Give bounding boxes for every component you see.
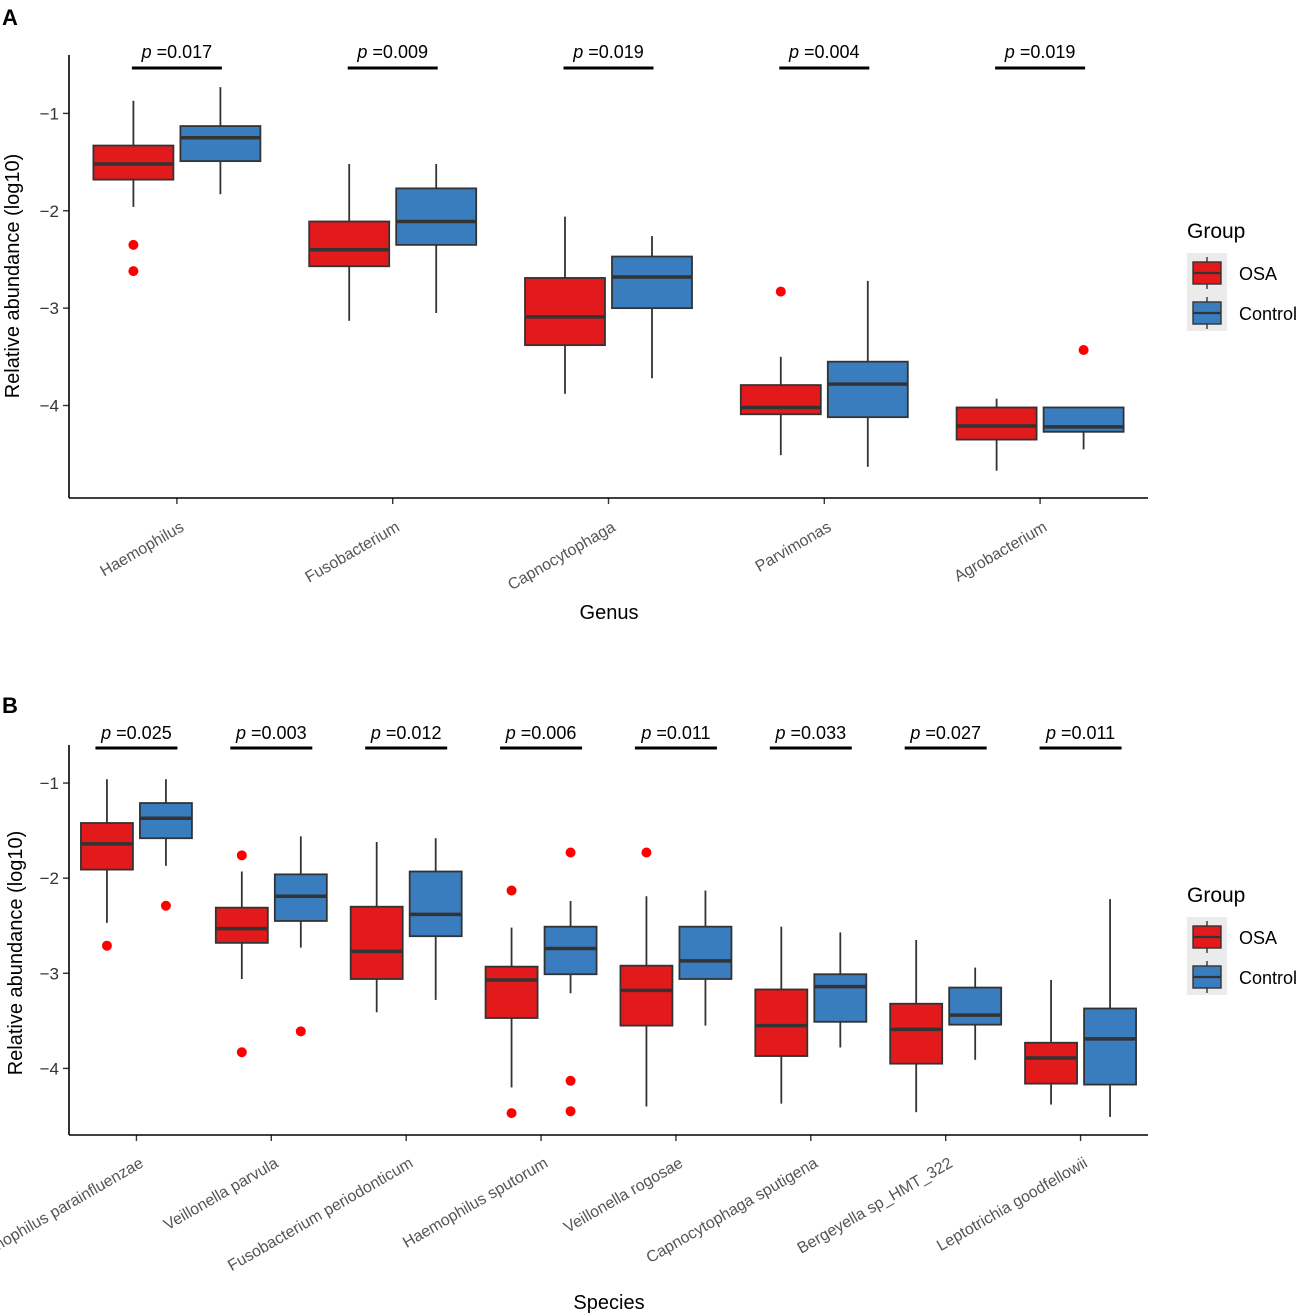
control-outlier-point (160, 900, 171, 911)
y-tick-label: −2 (40, 202, 59, 221)
osa-outlier-point (128, 266, 139, 277)
panel-b-marks: −1 −2 −3 −4 Haemophilus parainfluenzae p =0.0… (0, 723, 1137, 1275)
p-value-label: p =0.011 (1045, 723, 1115, 743)
osa-outlier-point (101, 940, 112, 951)
osa-box (619, 964, 674, 1027)
p-value-label: p =0.027 (909, 723, 981, 743)
osa-box (955, 406, 1038, 441)
control-box (813, 973, 868, 1023)
panel-b-y-title: Relative abundance (log10) (5, 831, 27, 1076)
legend-b-key-osa (1192, 921, 1222, 953)
panel-b: B −1 −2 −3 −4 Haemophilus parainfluenzae p =0… (0, 693, 1297, 1314)
osa-box (754, 988, 809, 1057)
y-tick-label: −1 (40, 774, 59, 793)
p-value-label: p =0.004 (788, 42, 860, 62)
osa-outlier-point (236, 1047, 247, 1058)
y-tick-label: −3 (40, 964, 59, 983)
p-value-label: p =0.003 (235, 723, 307, 743)
x-category-label: Agrobacterium (951, 519, 1050, 586)
control-box (395, 187, 478, 246)
osa-box (80, 822, 134, 871)
panel-b-label: B (2, 693, 18, 718)
x-category-label: Haemophilus (98, 519, 187, 580)
panel-a-label: A (2, 5, 18, 30)
x-category-label: Capnocytophaga (505, 519, 618, 594)
osa-outlier-point (775, 286, 786, 297)
p-value-label: p =0.012 (370, 723, 442, 743)
legend-b-key-control (1192, 961, 1222, 993)
legend-b-label-control: Control (1239, 968, 1297, 988)
panel-a-y-title: Relative abundance (log10) (2, 154, 24, 399)
osa-outlier-point (236, 850, 247, 861)
control-outlier-point (565, 847, 576, 858)
control-outlier-point (295, 1026, 306, 1037)
p-value-label: p =0.011 (640, 723, 710, 743)
osa-box (524, 277, 606, 347)
control-outlier-point (565, 1106, 576, 1117)
p-value-label: p =0.033 (775, 723, 847, 743)
x-category-label: Fusobacterium (303, 519, 403, 587)
panel-a-marks: −1 −2 −3 −4 Haemophilus p =0.017 Fusobacterium… (40, 42, 1125, 594)
control-outlier-point (565, 1075, 576, 1086)
osa-box (308, 220, 391, 268)
y-tick-label: −2 (40, 869, 59, 888)
panel-a: A −1 −2 −3 −4 Haemophilus p =0.017 Fusobacteri… (2, 5, 1297, 624)
legend-a-key-osa (1192, 257, 1222, 289)
legend-b-label-osa: OSA (1239, 928, 1277, 948)
control-box (543, 925, 598, 976)
x-category-label: Haemophilus sputorum (400, 1155, 551, 1252)
control-box (826, 360, 909, 419)
y-tick-label: −3 (40, 299, 59, 318)
control-box (139, 802, 193, 840)
legend-b-title: Group (1187, 884, 1245, 907)
y-tick-label: −1 (40, 104, 59, 123)
control-box (611, 255, 693, 310)
osa-box (349, 905, 404, 980)
legend-a-label-control: Control (1239, 304, 1297, 324)
osa-box (484, 965, 539, 1019)
legend-a-label-osa: OSA (1239, 264, 1277, 284)
p-value-label: p =0.006 (505, 723, 577, 743)
control-box (1083, 1007, 1137, 1086)
control-box (408, 870, 463, 938)
x-category-label: Leptotrichia goodfellowii (934, 1155, 1090, 1255)
x-category-label: Parvimonas (753, 519, 835, 576)
osa-outlier-point (128, 239, 139, 250)
y-tick-label: −4 (40, 1059, 59, 1078)
control-box (948, 986, 1003, 1026)
osa-box (214, 906, 269, 944)
panel-a-legend: Group OSA Control (1187, 220, 1297, 331)
legend-a-title: Group (1187, 220, 1245, 243)
x-category-label: Veillonella rogosae (561, 1155, 686, 1237)
osa-box (739, 384, 822, 416)
osa-outlier-point (641, 847, 652, 858)
osa-outlier-point (506, 885, 517, 896)
panel-a-x-title: Genus (580, 602, 639, 624)
osa-box (889, 1002, 944, 1065)
p-value-label: p =0.019 (1004, 42, 1076, 62)
p-value-label: p =0.017 (141, 42, 213, 62)
y-tick-label: −4 (40, 397, 59, 416)
control-box (678, 925, 733, 980)
osa-box (1024, 1041, 1078, 1085)
control-outlier-point (1078, 345, 1089, 356)
x-category-label: Veillonella parvula (161, 1155, 281, 1234)
p-value-label: p =0.025 (100, 723, 172, 743)
x-category-label: Haemophilus parainfluenzae (0, 1155, 147, 1271)
panel-b-x-title: Species (573, 1292, 644, 1314)
panel-b-legend: Group OSA Control (1187, 884, 1297, 995)
osa-outlier-point (506, 1108, 517, 1119)
control-box (179, 125, 262, 163)
legend-a-key-control (1192, 297, 1222, 329)
p-value-label: p =0.019 (572, 42, 644, 62)
p-value-label: p =0.009 (356, 42, 428, 62)
